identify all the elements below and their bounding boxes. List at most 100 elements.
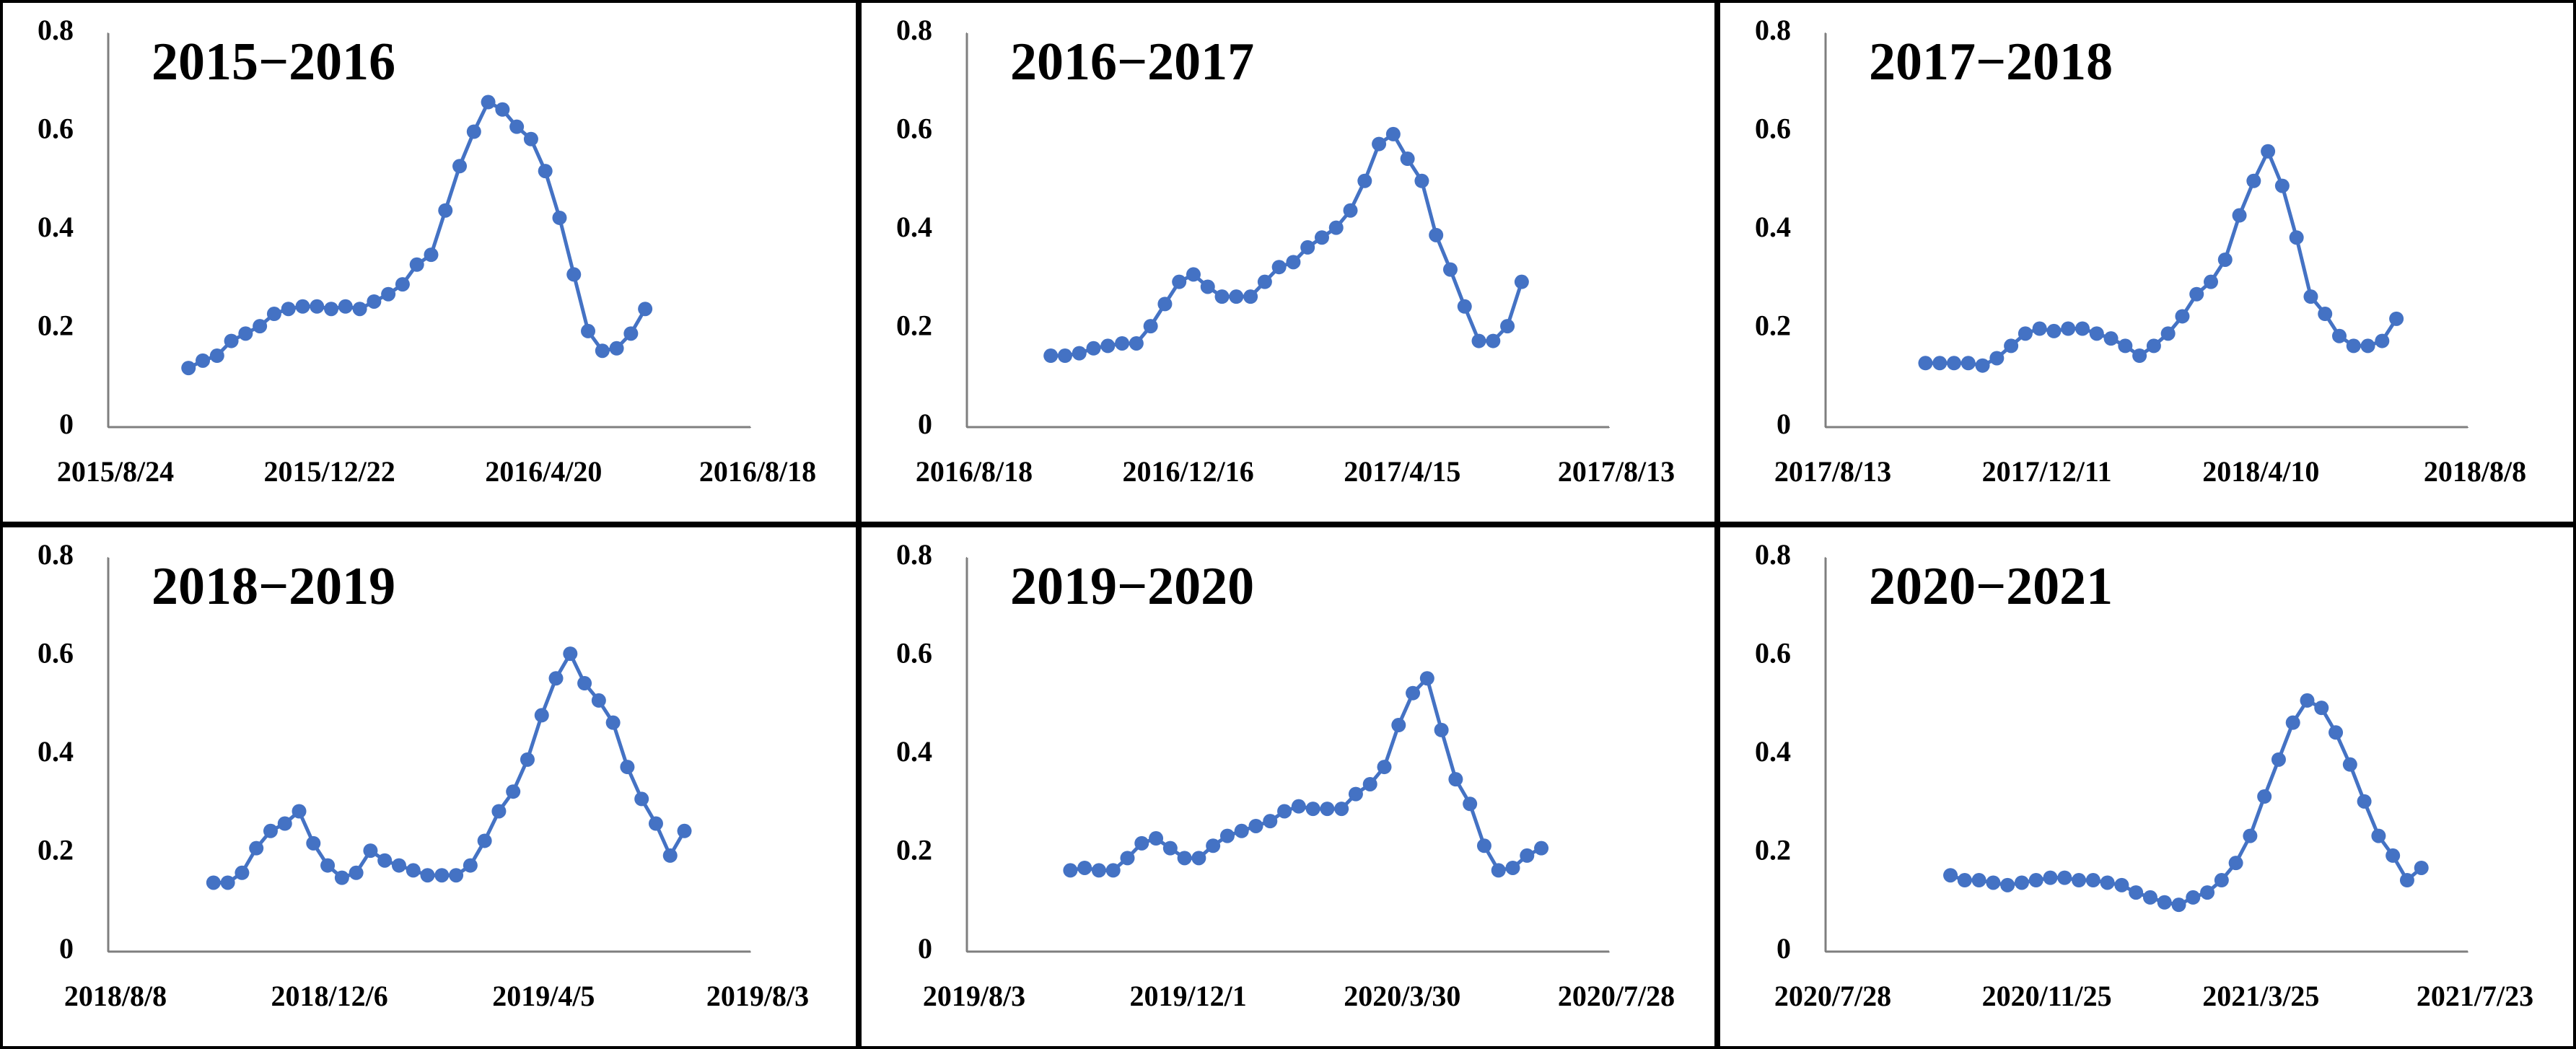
- data-point: [2204, 274, 2218, 289]
- data-point: [1219, 828, 1235, 843]
- data-point: [1357, 173, 1372, 188]
- data-point: [491, 804, 507, 819]
- data-point: [206, 875, 221, 890]
- y-tick-label: 0.8: [896, 538, 932, 571]
- x-tick-label: 2017/8/13: [1558, 455, 1675, 488]
- data-point: [2146, 338, 2161, 354]
- data-point: [2132, 348, 2147, 364]
- panel-title: 2020−2021: [1869, 557, 2113, 616]
- data-point: [2100, 875, 2115, 890]
- data-point: [2414, 860, 2429, 875]
- data-point: [277, 816, 292, 831]
- y-tick-label: 0.4: [896, 735, 932, 768]
- data-point: [1234, 823, 1249, 838]
- data-point: [2389, 311, 2404, 326]
- data-point: [2261, 144, 2276, 159]
- data-point: [1177, 851, 1192, 866]
- data-point: [1328, 220, 1344, 235]
- data-point: [2271, 752, 2286, 767]
- y-tick-label: 0: [918, 932, 932, 965]
- data-point: [1100, 338, 1116, 354]
- data-point: [1077, 860, 1092, 875]
- data-point: [196, 353, 211, 368]
- data-point: [1149, 831, 1164, 846]
- data-point: [481, 95, 496, 110]
- panel-title: 2019−2020: [1010, 557, 1254, 616]
- panel-border: [859, 524, 1717, 1049]
- data-point: [281, 302, 296, 317]
- data-point: [620, 760, 635, 775]
- y-tick-label: 0: [59, 408, 74, 440]
- x-tick-label: 2016/8/18: [916, 455, 1033, 488]
- data-point: [1961, 356, 1976, 371]
- data-point: [181, 361, 196, 376]
- x-tick-label: 2016/12/16: [1123, 455, 1254, 488]
- data-point: [2246, 173, 2261, 188]
- data-point: [495, 102, 510, 117]
- data-point: [1120, 851, 1135, 866]
- data-point: [220, 875, 235, 890]
- data-point: [2314, 701, 2329, 716]
- panel-border: [859, 0, 1717, 524]
- data-point: [349, 865, 364, 880]
- data-point: [1457, 299, 1472, 314]
- y-tick-label: 0.2: [38, 310, 74, 342]
- data-point: [2072, 873, 2087, 888]
- x-tick-label: 2020/7/28: [1558, 980, 1675, 1012]
- x-tick-label: 2016/4/20: [485, 455, 602, 488]
- data-point: [1429, 227, 1444, 242]
- data-point: [449, 868, 464, 883]
- data-point: [1486, 333, 1501, 348]
- data-point: [391, 858, 406, 873]
- data-line: [1051, 132, 1524, 358]
- data-point: [477, 833, 492, 848]
- data-point: [1362, 776, 1377, 791]
- data-point: [1476, 838, 1491, 853]
- data-point: [424, 247, 439, 263]
- data-point: [2329, 725, 2344, 740]
- x-tick-label: 2021/7/23: [2417, 980, 2533, 1012]
- data-point: [324, 302, 339, 317]
- x-tick-label: 2015/12/22: [264, 455, 395, 488]
- data-point: [1471, 333, 1486, 348]
- data-point: [1271, 260, 1287, 275]
- y-tick-label: 0.6: [896, 637, 932, 670]
- data-point: [2129, 885, 2144, 900]
- x-tick-label: 2016/8/18: [699, 455, 816, 488]
- data-point: [1514, 274, 1529, 289]
- data-point: [334, 870, 349, 885]
- data-point: [2386, 848, 2401, 863]
- data-point: [2360, 338, 2375, 354]
- y-tick-label: 0.8: [38, 14, 74, 46]
- data-point: [235, 865, 250, 880]
- x-tick-label: 2017/12/11: [1982, 455, 2112, 488]
- x-tick-label: 2019/8/3: [706, 980, 809, 1012]
- data-point: [238, 326, 253, 341]
- data-point: [2357, 794, 2372, 809]
- data-point: [295, 299, 310, 314]
- data-point: [2032, 321, 2047, 336]
- data-point: [506, 784, 521, 799]
- y-tick-label: 0.4: [38, 735, 74, 768]
- data-point: [409, 257, 424, 272]
- data-point: [306, 835, 321, 851]
- panel-title: 2015−2016: [152, 32, 395, 92]
- y-tick-label: 0.2: [38, 834, 74, 866]
- y-tick-label: 0.4: [38, 211, 74, 243]
- data-point: [648, 816, 663, 831]
- data-point: [577, 676, 592, 691]
- data-point: [2075, 321, 2090, 336]
- x-tick-label: 2019/4/5: [492, 980, 595, 1012]
- data-point: [2089, 326, 2104, 341]
- chart-panel: 0 0.2 0.4 0.6 0.8 2015/8/24 2015/12/22 2016/4/2…: [0, 0, 859, 524]
- data-point: [520, 752, 535, 767]
- y-tick-label: 0.2: [896, 310, 932, 342]
- data-point: [2399, 873, 2414, 888]
- data-point: [420, 868, 435, 883]
- data-point: [1975, 358, 1990, 373]
- data-point: [1086, 341, 1101, 356]
- data-point: [1191, 851, 1206, 866]
- x-tick-label: 2018/8/8: [2424, 455, 2526, 488]
- data-point: [1500, 319, 1515, 334]
- panel-border: [0, 524, 859, 1049]
